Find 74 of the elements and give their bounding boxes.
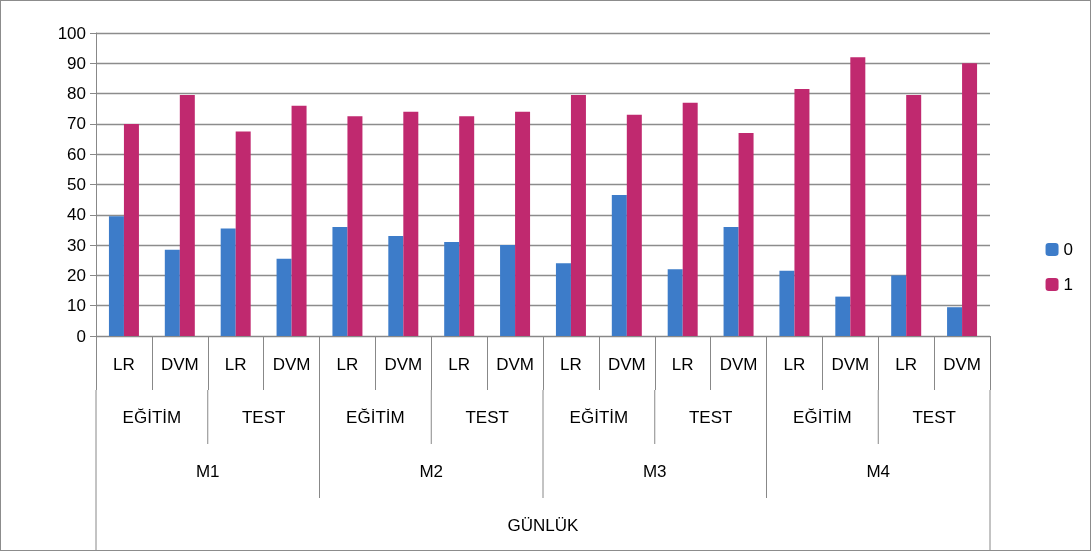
bar [347, 116, 363, 336]
bar [570, 95, 586, 336]
bar [403, 111, 419, 336]
text: EĞİTİM [346, 407, 405, 427]
bar [962, 63, 978, 336]
bar [555, 263, 571, 336]
x-tick-label: LR [560, 355, 582, 374]
y-tick-label: 80 [67, 84, 86, 104]
bar [332, 226, 348, 336]
bar [444, 242, 460, 336]
x-tick-label: DVM [272, 355, 311, 374]
bar [459, 116, 475, 336]
bar [947, 307, 963, 336]
text: M1 [195, 461, 220, 481]
x-tick-label: LR [113, 355, 135, 374]
x-tick-label: LR [671, 355, 694, 374]
legend-label: 0 [1063, 240, 1074, 259]
bar [723, 226, 739, 336]
bar [108, 216, 124, 336]
y-tick-label: 0 [76, 326, 86, 346]
x-tick-label: DVM [943, 355, 981, 374]
bar [891, 275, 907, 336]
bar [794, 89, 810, 336]
legend-label: 1 [1063, 275, 1074, 294]
y-tick-label: 40 [67, 205, 86, 225]
bar [515, 111, 531, 336]
y-tick-label: 20 [67, 265, 86, 285]
x-tick-label: DVM [831, 355, 870, 374]
bar [276, 258, 292, 336]
x-tick-label: LR [224, 355, 247, 374]
text: TEST [688, 407, 733, 427]
x-tick-label: LR [783, 355, 806, 374]
y-tick-label: 70 [67, 114, 86, 134]
bar [738, 132, 754, 336]
bar [779, 270, 795, 336]
x-tick-label: LR [895, 355, 918, 374]
text: EĞİTİM [569, 407, 629, 427]
text: EĞİTİM [122, 407, 182, 427]
x-tick-label: DVM [719, 355, 758, 374]
bar [850, 57, 866, 336]
text: M3 [642, 461, 667, 481]
y-tick-label: 60 [67, 144, 86, 164]
bar [220, 228, 236, 336]
text: M2 [419, 461, 444, 481]
bar [388, 236, 404, 336]
text: TEST [465, 407, 509, 427]
text: TEST [912, 407, 956, 427]
x-tick-label: DVM [160, 355, 199, 374]
bar [835, 296, 851, 336]
text: M4 [866, 461, 891, 481]
bar [235, 131, 251, 336]
bar [611, 195, 627, 336]
x-tick-label: DVM [384, 355, 423, 374]
bar [291, 105, 307, 336]
y-tick-label: 90 [67, 53, 86, 73]
y-tick-label: 100 [57, 23, 86, 43]
bar [906, 95, 922, 336]
bar [123, 123, 139, 336]
bar [667, 269, 683, 336]
bar [682, 102, 698, 336]
x-tick-label: DVM [496, 355, 534, 374]
y-tick-label: 10 [67, 296, 86, 316]
text: TEST [241, 407, 286, 427]
y-tick-label: 30 [67, 235, 86, 255]
text: GÜNLÜK [507, 515, 580, 535]
x-tick-label: LR [336, 355, 359, 374]
y-tick-label: 50 [67, 175, 86, 194]
bar [500, 245, 516, 336]
bar [164, 249, 180, 336]
bar [179, 95, 195, 336]
text: EĞİTİM [793, 407, 852, 427]
bar [626, 114, 642, 336]
x-tick-label: DVM [607, 355, 646, 374]
x-tick-label: LR [448, 355, 471, 374]
